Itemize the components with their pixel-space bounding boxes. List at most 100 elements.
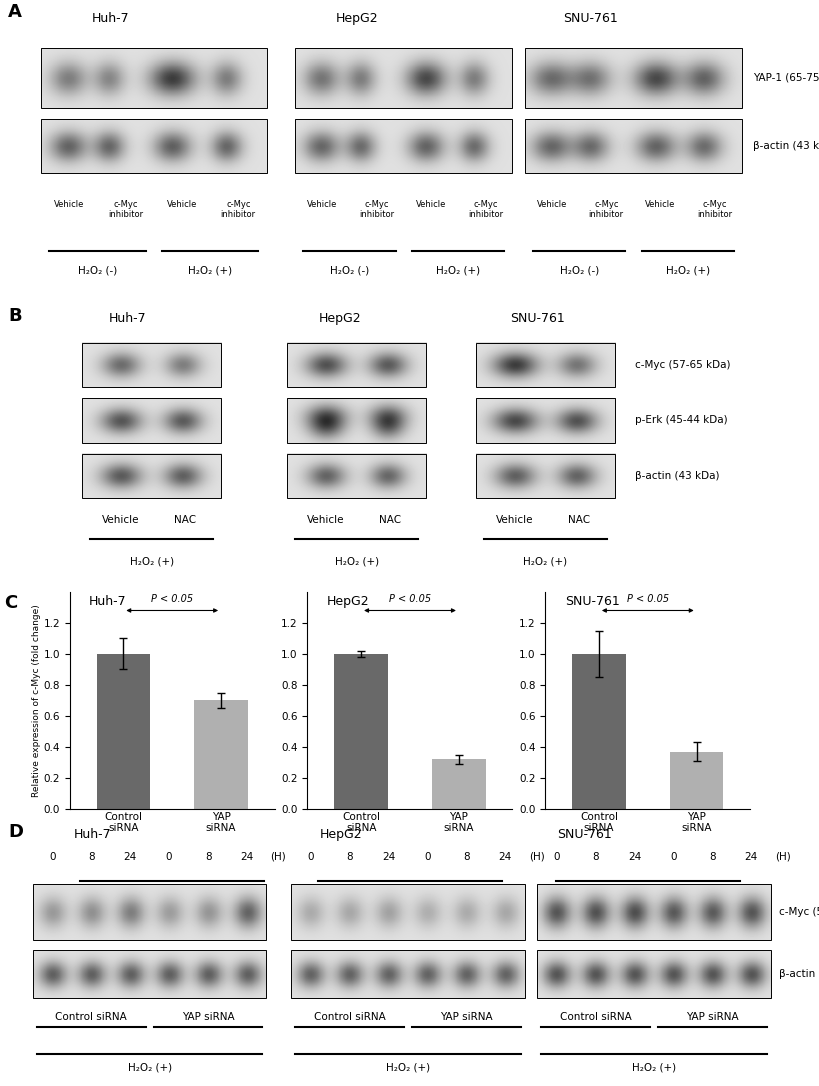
Text: c-Myc
inhibitor: c-Myc inhibitor xyxy=(696,200,731,218)
Text: YAP siRNA: YAP siRNA xyxy=(182,1011,234,1022)
Text: c-Myc
inhibitor: c-Myc inhibitor xyxy=(220,200,256,218)
Text: β-actin (43 kDa): β-actin (43 kDa) xyxy=(778,969,819,980)
Text: H₂O₂ (+): H₂O₂ (+) xyxy=(128,1062,171,1072)
Text: HepG2: HepG2 xyxy=(319,313,361,326)
Text: SNU-761: SNU-761 xyxy=(563,12,617,25)
Bar xyxy=(287,343,426,388)
Bar xyxy=(41,48,266,108)
Text: H₂O₂ (-): H₂O₂ (-) xyxy=(559,266,598,276)
Text: HepG2: HepG2 xyxy=(335,12,378,25)
Text: 0: 0 xyxy=(423,851,430,862)
Text: Huh-7: Huh-7 xyxy=(108,313,146,326)
Text: Vehicle: Vehicle xyxy=(415,200,446,210)
Text: c-Myc
inhibitor: c-Myc inhibitor xyxy=(467,200,502,218)
Text: SNU-761: SNU-761 xyxy=(509,313,563,326)
Text: 8: 8 xyxy=(591,851,598,862)
Text: 0: 0 xyxy=(49,851,56,862)
Text: H₂O₂ (-): H₂O₂ (-) xyxy=(78,266,117,276)
Text: NAC: NAC xyxy=(378,515,400,525)
Text: 8: 8 xyxy=(708,851,715,862)
Text: Vehicle: Vehicle xyxy=(536,200,567,210)
Text: 24: 24 xyxy=(744,851,757,862)
Bar xyxy=(82,399,221,443)
Y-axis label: Relative expression of c-Myc (fold change): Relative expression of c-Myc (fold chang… xyxy=(32,604,40,797)
Text: D: D xyxy=(8,822,23,841)
Text: H₂O₂ (+): H₂O₂ (+) xyxy=(523,556,567,566)
Text: Control siRNA: Control siRNA xyxy=(559,1011,631,1022)
Text: Vehicle: Vehicle xyxy=(645,200,675,210)
Text: 24: 24 xyxy=(124,851,137,862)
Text: H₂O₂ (+): H₂O₂ (+) xyxy=(334,556,378,566)
Bar xyxy=(82,343,221,388)
Text: Control siRNA: Control siRNA xyxy=(55,1011,127,1022)
Text: Vehicle: Vehicle xyxy=(307,200,337,210)
Bar xyxy=(287,454,426,497)
Bar xyxy=(334,654,387,809)
Bar xyxy=(291,884,524,939)
Text: (H): (H) xyxy=(270,851,286,862)
Text: 0: 0 xyxy=(307,851,314,862)
Text: Huh-7: Huh-7 xyxy=(92,12,129,25)
Text: P < 0.05: P < 0.05 xyxy=(626,594,668,604)
Text: (H): (H) xyxy=(774,851,790,862)
Bar xyxy=(41,119,266,173)
Text: Control siRNA: Control siRNA xyxy=(313,1011,385,1022)
Text: 8: 8 xyxy=(346,851,352,862)
Bar xyxy=(33,884,266,939)
Bar xyxy=(524,48,741,108)
Text: β-actin (43 kDa): β-actin (43 kDa) xyxy=(635,470,719,481)
Text: H₂O₂ (+): H₂O₂ (+) xyxy=(665,266,709,276)
Bar xyxy=(536,950,770,998)
Text: H₂O₂ (+): H₂O₂ (+) xyxy=(387,896,432,906)
Text: YAP siRNA: YAP siRNA xyxy=(686,1011,738,1022)
Text: H₂O₂ (+): H₂O₂ (+) xyxy=(625,896,669,906)
Text: NAC: NAC xyxy=(174,515,196,525)
Bar xyxy=(475,343,614,388)
Text: A: A xyxy=(8,3,22,21)
Text: Vehicle: Vehicle xyxy=(54,200,84,210)
Text: HepG2: HepG2 xyxy=(319,828,362,841)
Text: Huh-7: Huh-7 xyxy=(89,595,127,608)
Text: 24: 24 xyxy=(382,851,395,862)
Bar xyxy=(291,950,524,998)
Text: c-Myc
inhibitor: c-Myc inhibitor xyxy=(588,200,623,218)
Bar xyxy=(524,119,741,173)
Bar xyxy=(432,759,485,809)
Text: YAP-1 (65-75 kDa): YAP-1 (65-75 kDa) xyxy=(752,73,819,83)
Bar xyxy=(572,654,625,809)
Bar xyxy=(194,700,247,809)
Text: 24: 24 xyxy=(498,851,511,862)
Text: c-Myc
inhibitor: c-Myc inhibitor xyxy=(359,200,394,218)
Text: 8: 8 xyxy=(88,851,94,862)
Text: 0: 0 xyxy=(553,851,559,862)
Text: p-Erk (45-44 kDa): p-Erk (45-44 kDa) xyxy=(635,415,727,426)
Text: SNU-761: SNU-761 xyxy=(557,828,612,841)
Text: YAP siRNA: YAP siRNA xyxy=(440,1011,492,1022)
Text: H₂O₂ (+): H₂O₂ (+) xyxy=(436,266,480,276)
Text: 24: 24 xyxy=(240,851,253,862)
Bar xyxy=(475,399,614,443)
Text: 0: 0 xyxy=(165,851,172,862)
Text: H₂O₂ (+): H₂O₂ (+) xyxy=(129,556,174,566)
Text: 8: 8 xyxy=(205,851,211,862)
Text: Vehicle: Vehicle xyxy=(307,515,344,525)
Text: H₂O₂ (+): H₂O₂ (+) xyxy=(386,1062,429,1072)
Text: Vehicle: Vehicle xyxy=(495,515,532,525)
Bar xyxy=(33,950,266,998)
Text: Vehicle: Vehicle xyxy=(102,515,139,525)
Text: C: C xyxy=(5,594,18,613)
Text: SNU-761: SNU-761 xyxy=(564,595,619,608)
Text: c-Myc (57-65 kDa): c-Myc (57-65 kDa) xyxy=(778,907,819,917)
Text: Huh-7: Huh-7 xyxy=(74,828,111,841)
Text: H₂O₂ (+): H₂O₂ (+) xyxy=(631,1062,675,1072)
Bar xyxy=(97,654,150,809)
Bar xyxy=(669,752,722,809)
Bar xyxy=(475,454,614,497)
Bar xyxy=(295,48,512,108)
Text: 8: 8 xyxy=(463,851,469,862)
Text: (H): (H) xyxy=(528,851,544,862)
Text: c-Myc (57-65 kDa): c-Myc (57-65 kDa) xyxy=(635,359,730,370)
Bar xyxy=(536,884,770,939)
Text: β-actin (43 kDa): β-actin (43 kDa) xyxy=(752,141,819,151)
Text: H₂O₂ (-): H₂O₂ (-) xyxy=(329,266,369,276)
